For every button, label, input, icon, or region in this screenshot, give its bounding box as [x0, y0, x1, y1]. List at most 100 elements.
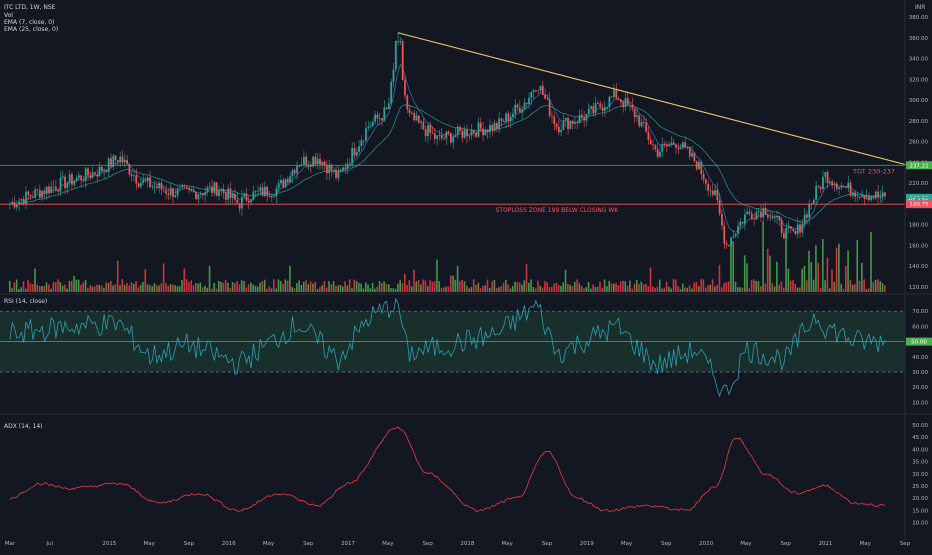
volume-bar — [470, 287, 473, 292]
volume-bar — [449, 275, 452, 292]
volume-bar — [592, 284, 594, 292]
volume-bar — [672, 279, 675, 292]
candle-body — [730, 237, 733, 246]
candle-body — [211, 186, 213, 193]
candle-body — [326, 165, 328, 174]
volume-bar — [521, 284, 523, 292]
candle-body — [293, 170, 296, 174]
volume-bar — [812, 279, 815, 292]
volume-bar — [38, 285, 41, 292]
candle-body — [727, 245, 730, 246]
candle-body — [59, 177, 62, 192]
candle-body — [544, 95, 546, 99]
candle-body — [571, 120, 574, 124]
candle-body — [146, 177, 149, 182]
candle-body — [672, 142, 675, 145]
volume-bar — [135, 280, 137, 292]
candle-body — [500, 118, 503, 121]
candle-body — [199, 193, 202, 195]
volume-bar — [116, 260, 119, 292]
volume-bar — [268, 286, 271, 292]
volume-bar — [704, 287, 707, 292]
volume-bar — [183, 268, 186, 292]
volume-bar — [238, 284, 241, 292]
volume-bar — [484, 285, 486, 292]
volume-bar — [482, 285, 484, 292]
candle-body — [721, 213, 723, 226]
volume-bar — [309, 281, 312, 292]
candle-body — [149, 177, 151, 188]
volume-bar — [339, 285, 342, 292]
volume-bar — [440, 288, 443, 292]
candle-body — [585, 113, 588, 121]
candle-body — [420, 121, 422, 123]
candle-body — [270, 195, 273, 198]
candle-body — [739, 221, 742, 227]
candle-body — [861, 195, 863, 198]
rsi-pane[interactable] — [0, 297, 905, 398]
candle-body — [339, 170, 342, 172]
candle-body — [110, 158, 112, 167]
volume-bar — [385, 284, 388, 292]
candle-body — [640, 121, 643, 127]
volume-bar — [360, 283, 362, 292]
volume-bar — [75, 279, 78, 292]
candle-body — [762, 207, 765, 218]
volume-bar — [348, 279, 351, 292]
volume-bar — [397, 283, 399, 292]
volume-bar — [567, 283, 569, 292]
candle-body — [213, 182, 216, 193]
volume-bar — [185, 279, 188, 292]
candle-body — [57, 190, 60, 192]
candle-body — [185, 186, 188, 189]
candle-body — [144, 179, 147, 182]
volume-bar — [753, 279, 755, 292]
candle-body — [803, 214, 806, 224]
candle-body — [812, 199, 815, 204]
volume-bar — [445, 286, 447, 292]
volume-bar — [293, 288, 296, 292]
candle-body — [181, 185, 184, 188]
volume-bar — [208, 265, 211, 292]
price-pane[interactable]: TGT 230-237 STOPLOSS ZONE 199 BELW CLOSIN… — [0, 32, 914, 292]
volume-bar — [364, 282, 367, 292]
volume-bar — [530, 279, 532, 292]
candle-body — [748, 211, 751, 214]
volume-bar — [840, 283, 842, 292]
volume-bar — [624, 281, 627, 292]
candle-body — [266, 186, 269, 196]
candle-body — [755, 211, 758, 220]
volume-bar — [52, 282, 55, 292]
candle-body — [659, 151, 661, 157]
candle-body — [764, 207, 767, 215]
volume-bar — [789, 280, 792, 292]
candle-body — [854, 192, 857, 197]
volume-bar — [406, 284, 408, 292]
candle-body — [525, 102, 528, 105]
volume-bar — [261, 281, 264, 292]
volume-bar — [279, 281, 282, 292]
candle-body — [479, 122, 482, 129]
candle-body — [633, 108, 636, 118]
volume-bar — [516, 282, 519, 292]
stoploss-annotation: STOPLOSS ZONE 199 BELW CLOSING WK — [496, 207, 620, 214]
candle-body — [179, 187, 181, 189]
x-tick-label: May — [263, 541, 275, 547]
volume-bar — [270, 288, 273, 292]
volume-bar — [426, 286, 429, 292]
volume-bar — [355, 281, 358, 292]
candle-body — [709, 190, 712, 192]
volume-bar — [259, 282, 261, 292]
candle-body — [36, 189, 39, 191]
adx-pane[interactable] — [9, 426, 886, 513]
candle-body — [530, 92, 533, 98]
candle-body — [521, 109, 524, 113]
volume-bar — [472, 279, 475, 292]
volume-bar — [493, 280, 496, 292]
volume-bar — [661, 288, 663, 292]
candle-body — [766, 214, 769, 218]
volume-bar — [801, 268, 803, 292]
y-tick-label: 320.00 — [909, 77, 929, 83]
candle-body — [247, 200, 250, 203]
